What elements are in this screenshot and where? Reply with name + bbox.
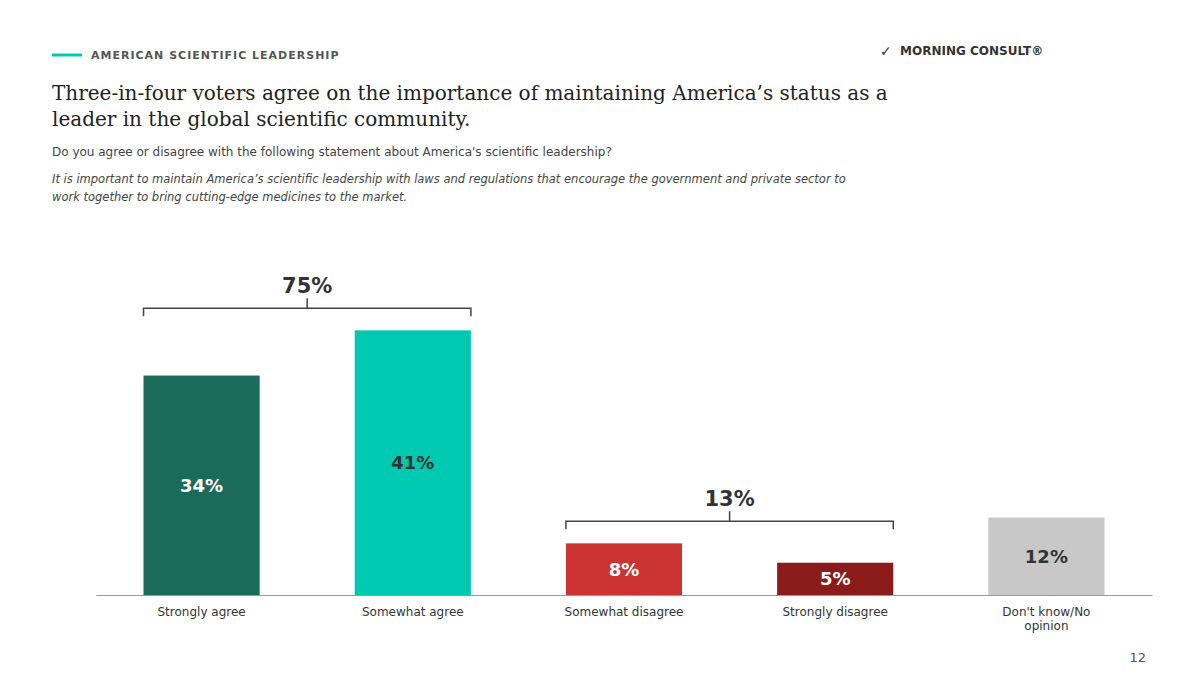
logo-text: MORNING CONSULT® — [900, 44, 1043, 58]
x-tick-label: Strongly disagree — [782, 605, 887, 619]
bars — [144, 330, 1105, 595]
group-bracket — [144, 298, 471, 316]
group-bracket — [566, 511, 893, 529]
x-tick-label-line: Somewhat agree — [362, 605, 464, 619]
title: leader in the global scientific communit… — [52, 107, 470, 131]
data-label: 12% — [1025, 546, 1068, 567]
bracket-label: 75% — [282, 274, 332, 298]
data-label: 34% — [180, 475, 223, 496]
data-label: 5% — [820, 568, 851, 589]
x-tick: Somewhat disagree — [565, 595, 684, 619]
bar — [988, 518, 1104, 595]
subtitle: Do you agree or disagree with the follow… — [52, 145, 612, 159]
background — [0, 0, 1200, 675]
bracket-label: 13% — [704, 487, 754, 511]
x-tick-label-line: Somewhat disagree — [565, 605, 684, 619]
brackets: 75% 13% — [144, 274, 894, 529]
bar — [144, 376, 260, 595]
x-tick-label-line: Strongly agree — [157, 605, 245, 619]
statement: work together to bring cutting-edge medi… — [52, 190, 407, 204]
bar — [777, 563, 893, 595]
x-axis-line — [97, 595, 1153, 596]
x-tick: Strongly agree — [157, 595, 245, 619]
page-number: 12 — [1129, 650, 1146, 665]
chart-container: AMERICAN SCIENTIFIC LEADERSHIP ✓ MORNING C… — [0, 0, 1200, 675]
x-tick-label: Strongly agree — [157, 605, 245, 619]
data-label: 41% — [391, 452, 434, 473]
chart-svg: AMERICAN SCIENTIFIC LEADERSHIP ✓ MORNING C… — [0, 0, 1200, 675]
x-tick-label-line: Strongly disagree — [782, 605, 887, 619]
x-tick: Strongly disagree — [782, 595, 887, 619]
x-tick-label: Somewhat agree — [362, 605, 464, 619]
x-tick-label-line: Don't know/No — [1002, 605, 1090, 619]
x-tick-label: Don't know/Noopinion — [1002, 605, 1090, 633]
data-label: 8% — [609, 559, 640, 580]
bar — [566, 543, 682, 595]
x-tick: Somewhat agree — [362, 595, 464, 619]
data-labels: 34% 41% 8% 5% 12% — [180, 452, 1068, 589]
statement: It is important to maintain America’s sc… — [52, 172, 846, 186]
x-axis: Strongly agree Somewhat agree Somewhat dis… — [97, 595, 1153, 633]
kicker: AMERICAN SCIENTIFIC LEADERSHIP — [91, 49, 340, 62]
x-tick-label-line: opinion — [1024, 619, 1068, 633]
x-tick: Don't know/Noopinion — [1002, 595, 1090, 633]
logo-mark: ✓ — [880, 43, 892, 59]
x-tick-label: Somewhat disagree — [565, 605, 684, 619]
kicker-line — [52, 54, 82, 57]
title: Three-in-four voters agree on the import… — [52, 81, 888, 105]
bar — [355, 330, 471, 595]
